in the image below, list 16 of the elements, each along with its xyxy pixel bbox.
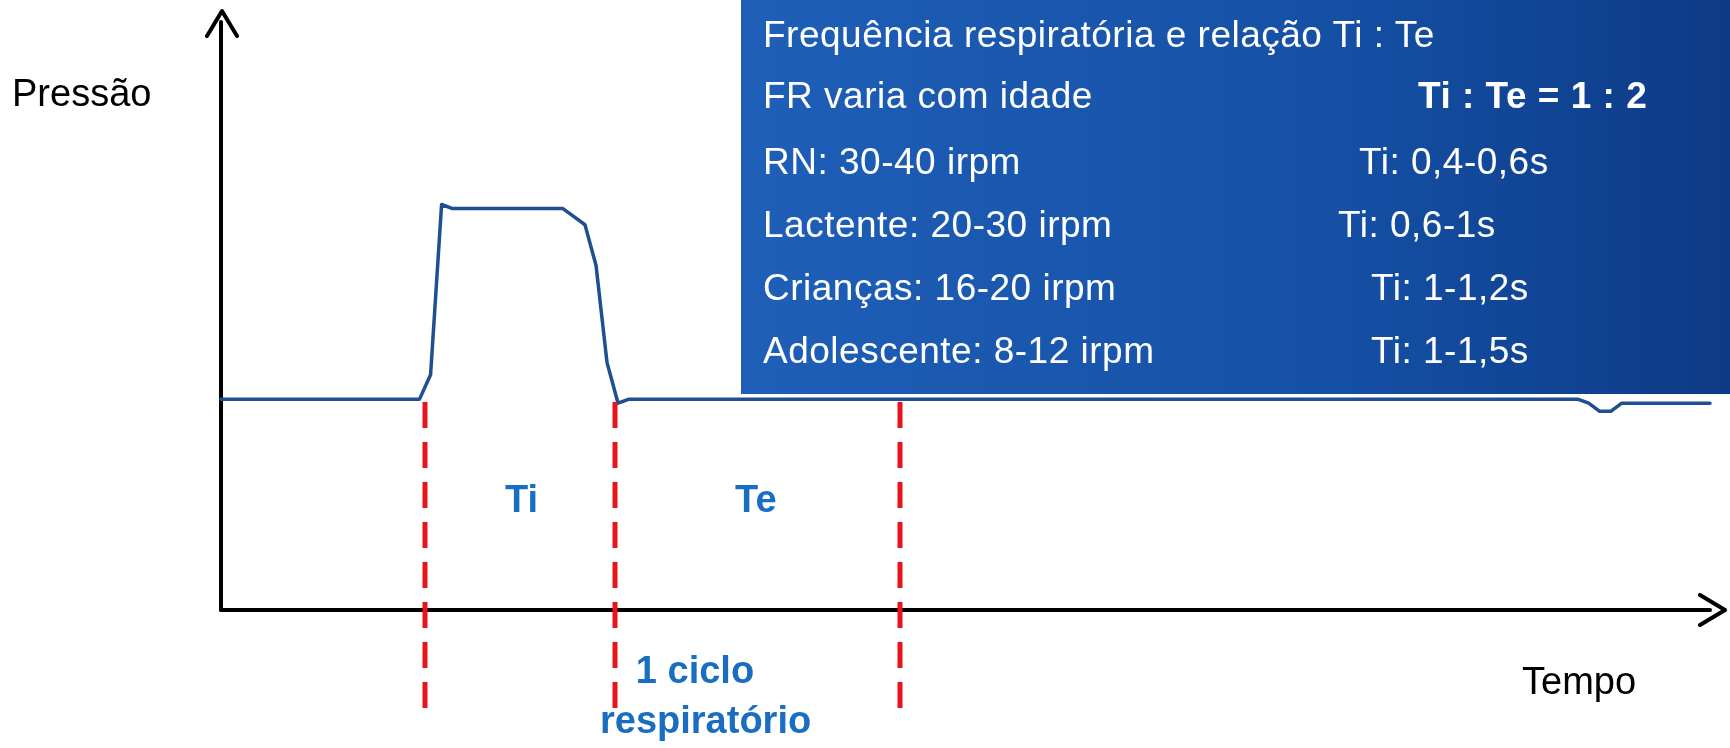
text: Ti: 0,4-0,6s bbox=[1359, 141, 1549, 183]
text: RN: 30-40 irpm bbox=[763, 141, 1021, 183]
annotation: Te bbox=[735, 478, 777, 521]
annotation: Ti: 1-1,2s bbox=[1371, 267, 1529, 309]
x-axis-title: Tempo bbox=[1522, 660, 1637, 703]
annotation: Ti: 0,6-1s bbox=[1338, 204, 1496, 246]
annotation: Lactente: 20-30 irpm bbox=[763, 204, 1113, 246]
annotation: Adolescente: 8-12 irpm bbox=[763, 330, 1155, 372]
y-axis-title: Pressão bbox=[12, 72, 152, 115]
text: FR varia com idade bbox=[763, 75, 1093, 117]
text: Frequência respiratória e relação Ti : Te bbox=[763, 14, 1435, 56]
text: 1 ciclo respiratório bbox=[600, 648, 812, 743]
annotation: Ti bbox=[505, 478, 539, 521]
annotation: Ti: 1-1,5s bbox=[1371, 330, 1529, 372]
annotation: Crianças: 16-20 irpm bbox=[763, 267, 1117, 309]
text: Ti : Te = 1 : 2 bbox=[1418, 75, 1648, 117]
